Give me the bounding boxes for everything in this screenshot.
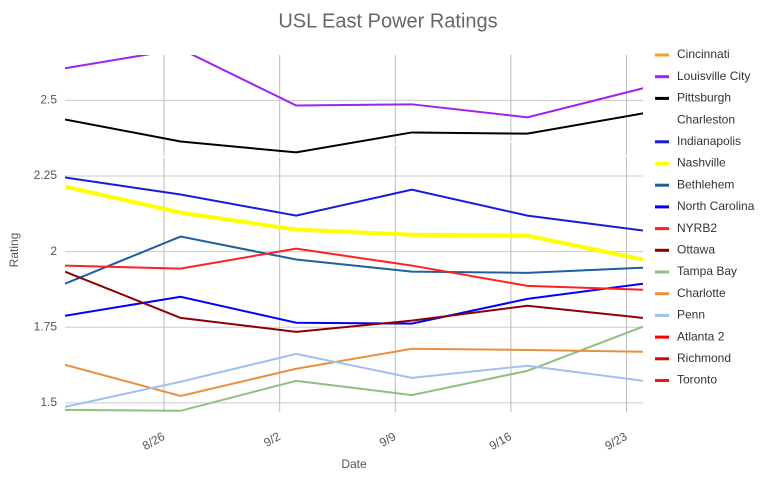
y-tick-label: 1.5 — [40, 395, 57, 409]
legend-label: Bethlehem — [677, 177, 734, 191]
legend-label: Nashville — [677, 156, 726, 170]
series-line — [65, 112, 643, 154]
series-line — [65, 176, 643, 232]
legend-label: Atlanta 2 — [677, 329, 725, 343]
x-tick-label: 9/9 — [377, 429, 399, 450]
y-tick-label: 1.75 — [34, 319, 58, 333]
series-line — [65, 235, 643, 285]
legend-label: Indianapolis — [677, 134, 741, 148]
x-tick-label: 9/16 — [487, 429, 515, 453]
series-line — [65, 55, 643, 119]
x-axis-label: Date — [341, 457, 367, 471]
x-tick-label: 8/26 — [140, 429, 168, 453]
legend-label: Richmond — [677, 351, 731, 365]
series-line — [65, 140, 643, 160]
y-axis-label: Rating — [7, 233, 21, 268]
legend-label: Pittsburgh — [677, 91, 731, 105]
legend-label: Louisville City — [677, 69, 750, 83]
y-tick-label: 2.25 — [34, 168, 58, 182]
legend-label: Ottawa — [677, 242, 715, 256]
x-tick-label: 9/23 — [602, 429, 630, 453]
legend-label: Tampa Bay — [677, 264, 737, 278]
series-line — [65, 270, 643, 333]
series-line — [65, 347, 643, 397]
chart-title: USL East Power Ratings — [278, 10, 497, 32]
legend-label: Charlotte — [677, 286, 726, 300]
plot-area — [65, 55, 643, 412]
y-tick-label: 2.5 — [40, 93, 57, 107]
legend: Cincinnati Louisville City Pittsburgh Charl… — [655, 47, 755, 387]
x-tick-label: 9/2 — [261, 429, 283, 450]
series-line — [65, 282, 643, 325]
legend-label: Penn — [677, 308, 705, 322]
legend-label: NYRB2 — [677, 221, 717, 235]
series-line — [65, 247, 643, 291]
series-line — [65, 325, 643, 412]
series-line — [65, 184, 643, 262]
legend-label: Charleston — [677, 112, 735, 126]
y-tick-label: 2 — [50, 244, 57, 258]
legend-label: North Carolina — [677, 199, 755, 213]
series-line — [65, 352, 643, 408]
legend-label: Toronto — [677, 373, 717, 387]
legend-label: Cincinnati — [677, 47, 730, 61]
